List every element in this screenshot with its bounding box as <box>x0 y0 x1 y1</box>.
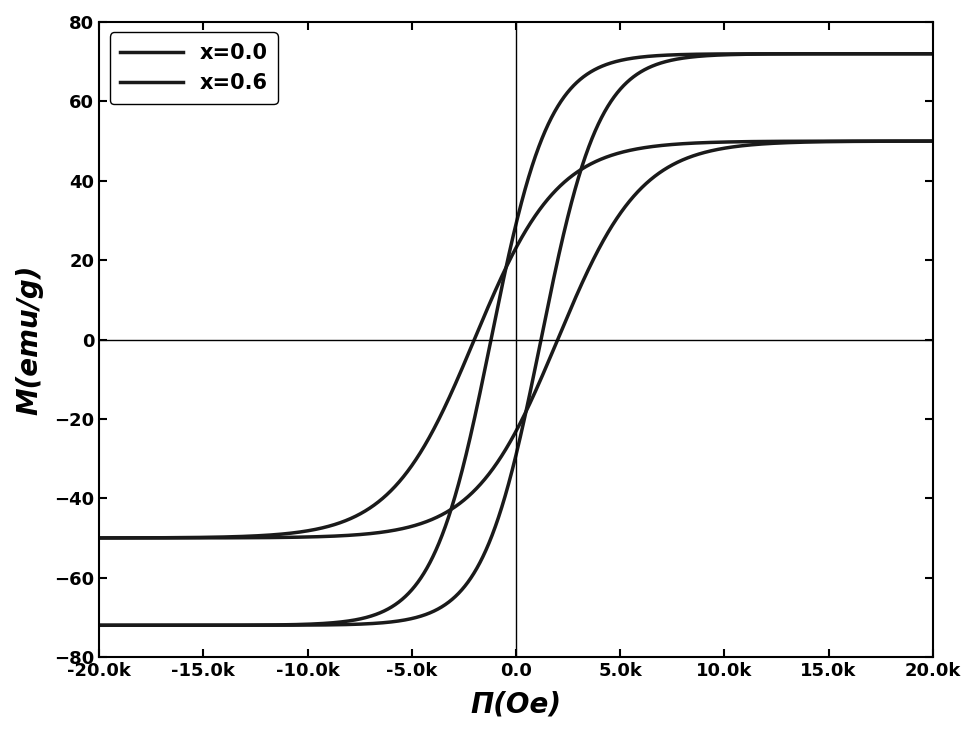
x=0.6 <box>779 139 791 148</box>
x=0.0 <box>412 613 424 622</box>
x=0.6 <box>927 137 939 145</box>
x=0.0 <box>635 67 647 76</box>
x=0.6 <box>593 244 605 252</box>
x=0.0 <box>245 621 257 630</box>
x=0.6 <box>94 534 105 542</box>
x=0.6 <box>245 534 257 542</box>
x=0.0 <box>94 621 105 630</box>
Legend: x=0.0, x=0.6: x=0.0, x=0.6 <box>109 32 277 103</box>
X-axis label: Π(Oe): Π(Oe) <box>470 691 561 719</box>
x=0.0 <box>715 51 727 59</box>
x=0.0 <box>779 49 791 58</box>
Line: x=0.0: x=0.0 <box>100 54 933 625</box>
x=0.6 <box>635 184 647 192</box>
Y-axis label: M(emu/g): M(emu/g) <box>15 264 43 415</box>
x=0.0 <box>927 49 939 58</box>
x=0.0 <box>593 118 605 127</box>
x=0.6 <box>412 520 424 529</box>
Line: x=0.6: x=0.6 <box>100 141 933 538</box>
x=0.6 <box>715 145 727 153</box>
